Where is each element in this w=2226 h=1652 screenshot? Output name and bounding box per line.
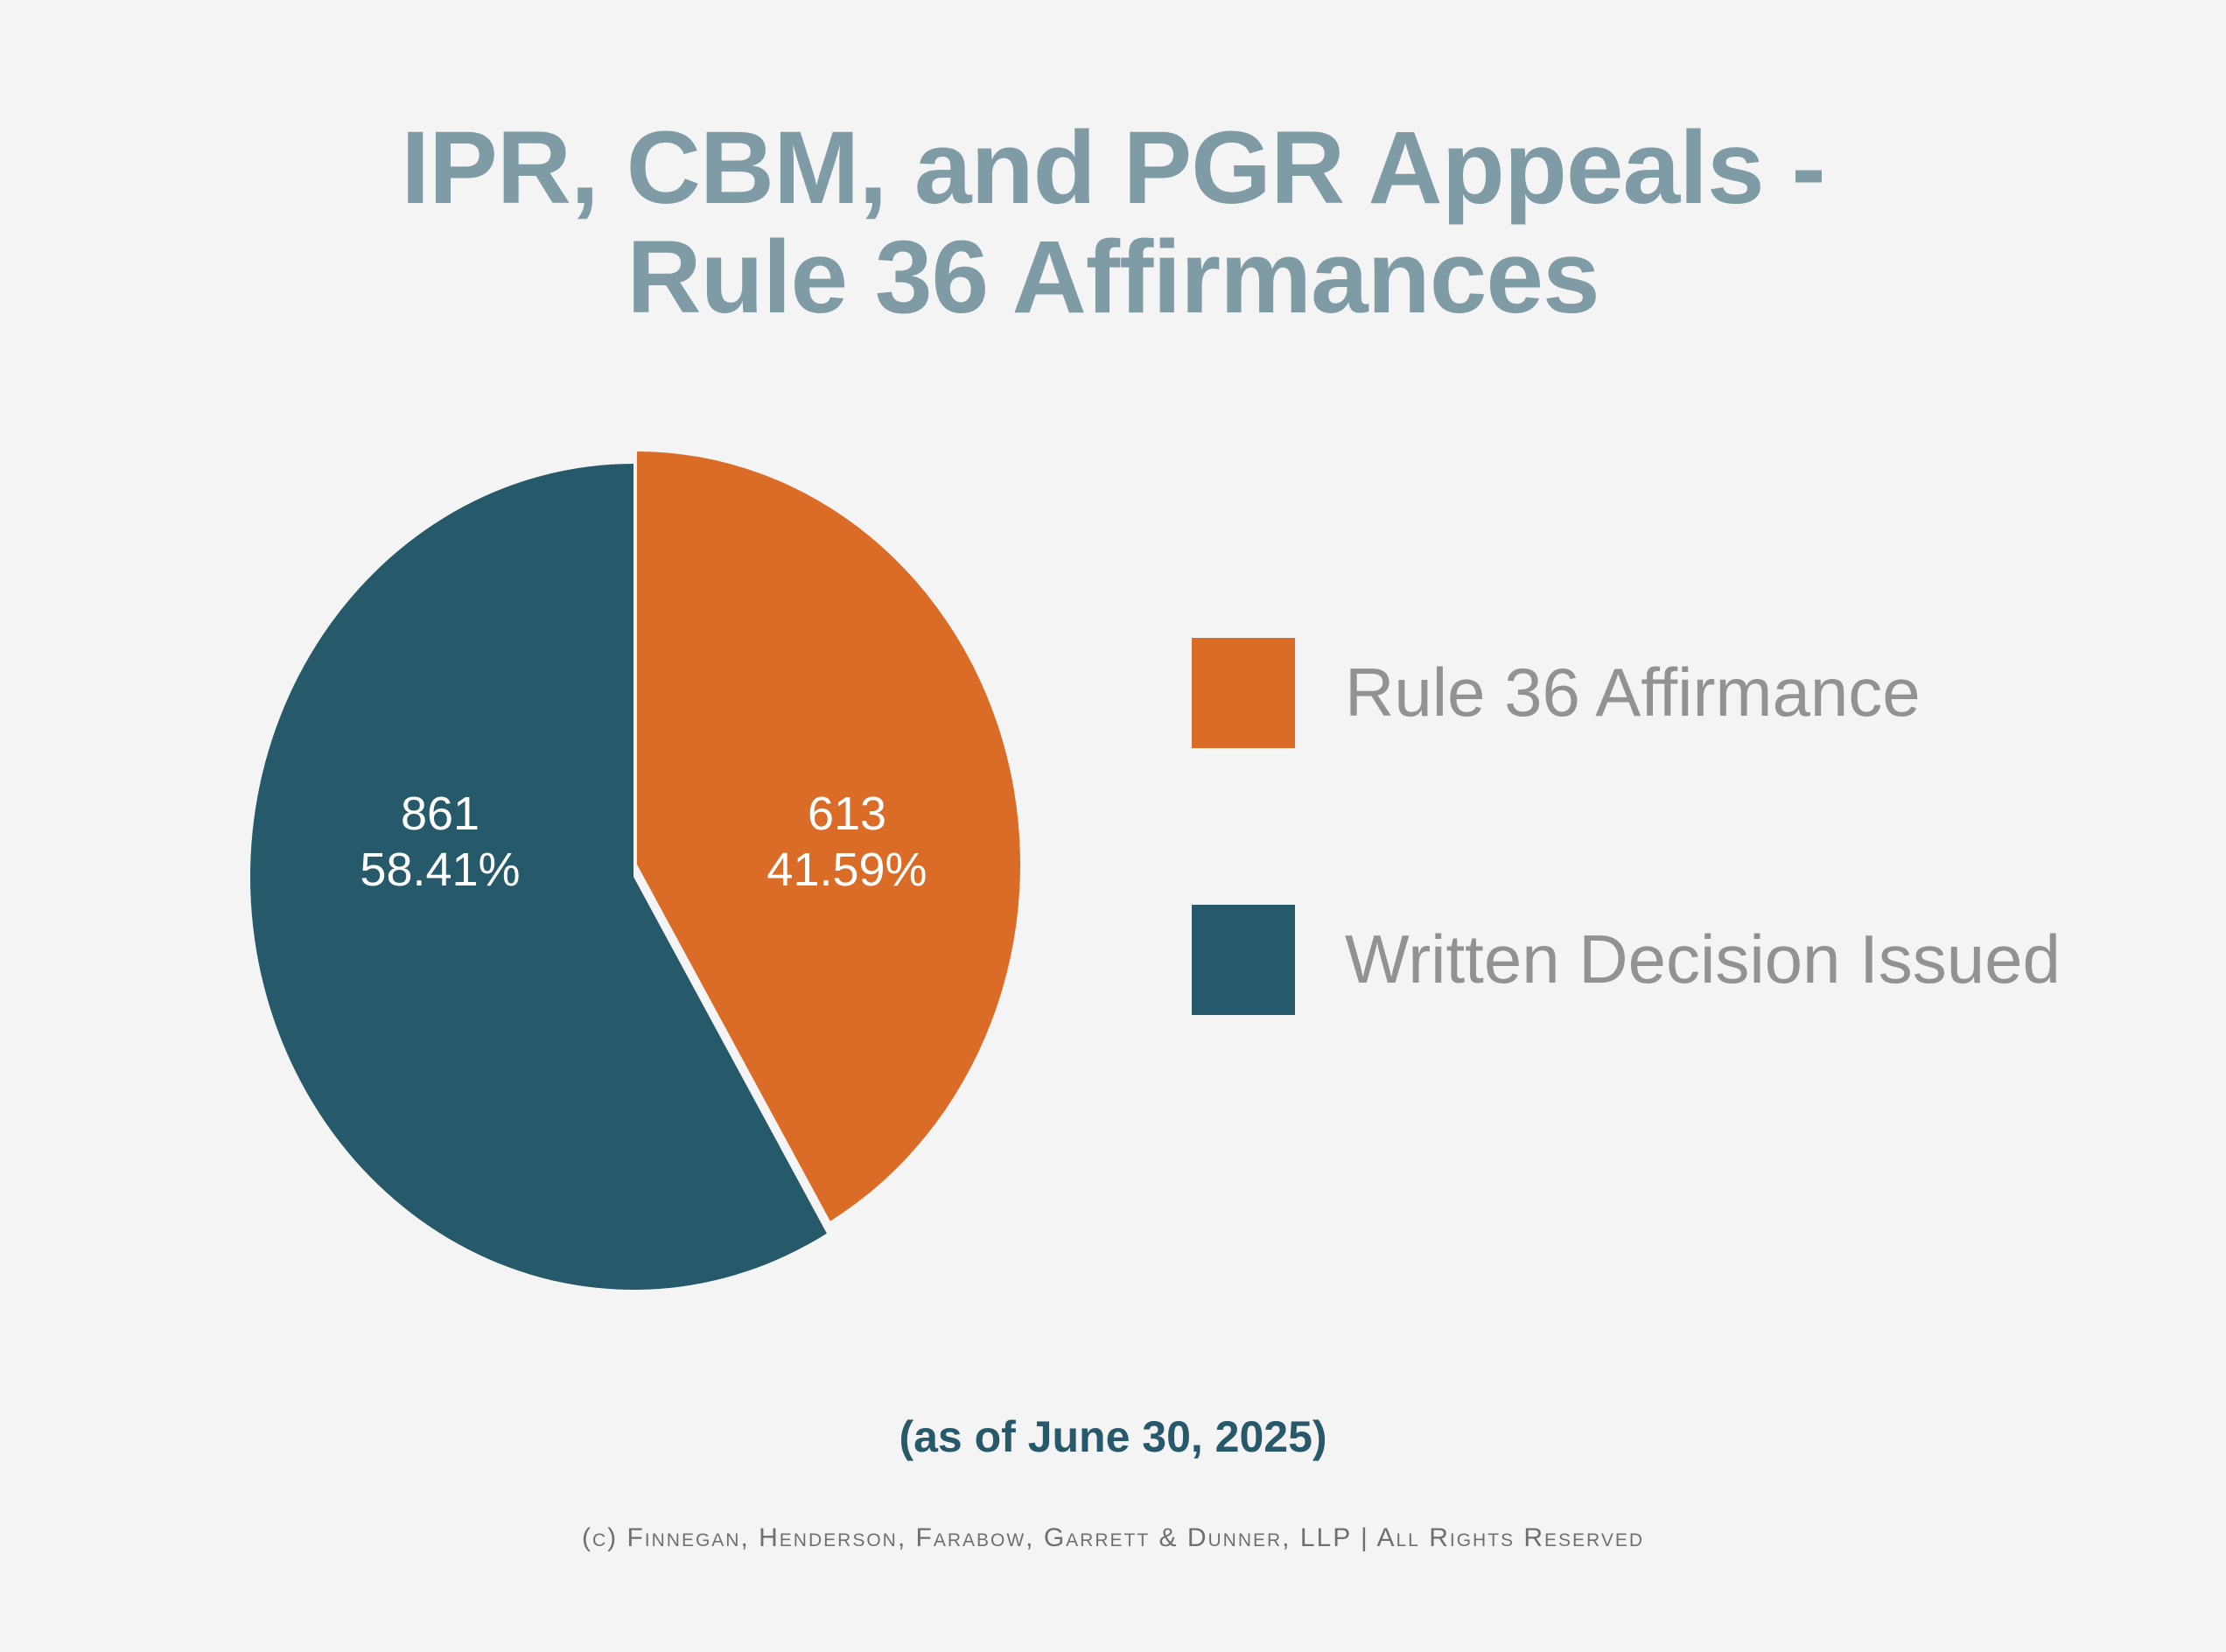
chart-title-line-2: Rule 36 Affirmances	[626, 220, 1600, 335]
copyright-footer: (c) Finnegan, Henderson, Farabow, Garret…	[581, 1523, 1645, 1552]
slice-percent: 58.41%	[360, 844, 521, 896]
legend-swatch-orange	[1192, 638, 1295, 748]
slice-value: 861	[400, 788, 480, 840]
slice-label-rule-36: 613 41.59%	[716, 786, 978, 898]
slice-value: 613	[807, 788, 887, 840]
slice-label-written-decision: 861 58.41%	[309, 786, 571, 898]
legend-swatch-teal	[1192, 905, 1295, 1015]
chart-title-line-1: IPR, CBM, and PGR Appeals -	[401, 110, 1825, 226]
slice-percent: 41.59%	[766, 844, 928, 896]
legend-label: Rule 36 Affirmance	[1345, 654, 1921, 731]
chart-title: IPR, CBM, and PGR Appeals - Rule 36 Affi…	[0, 114, 2226, 332]
as-of-date: (as of June 30, 2025)	[899, 1412, 1327, 1461]
pie-slice-written-decision	[250, 464, 827, 1290]
pie-slice-rule-36	[637, 452, 1020, 1222]
legend-label: Written Decision Issued	[1345, 920, 2061, 998]
